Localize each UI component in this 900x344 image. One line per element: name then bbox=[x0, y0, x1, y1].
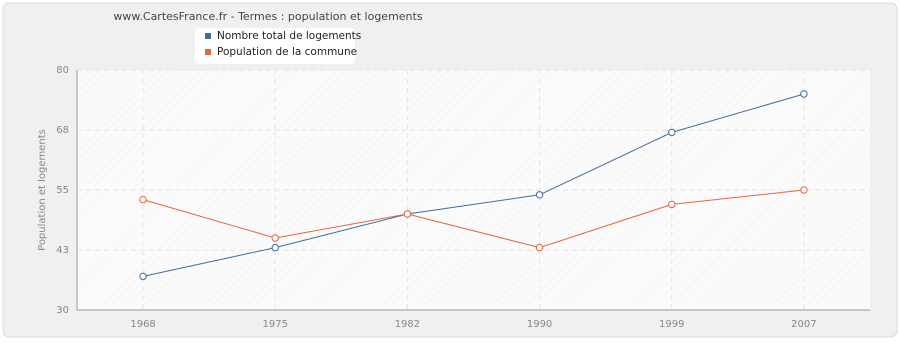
point bbox=[535, 243, 544, 252]
y-tick-label: 68 bbox=[56, 125, 69, 136]
point bbox=[139, 272, 147, 281]
point bbox=[271, 243, 279, 252]
series-line bbox=[142, 93, 805, 277]
legend-label: Nombre total de logements bbox=[217, 30, 361, 42]
x-tick-label: 1968 bbox=[130, 319, 155, 330]
legend-swatch bbox=[205, 33, 211, 39]
x-tick-label: 2007 bbox=[791, 319, 816, 330]
point bbox=[139, 195, 147, 204]
point bbox=[800, 90, 808, 98]
y-axis-label: Population et logements bbox=[37, 129, 48, 251]
y-tick-label: 55 bbox=[56, 185, 69, 196]
point bbox=[403, 210, 412, 218]
legend-label: Population de la commune bbox=[217, 46, 357, 58]
legend bbox=[195, 28, 355, 64]
x-tick-label: 1975 bbox=[263, 319, 288, 330]
x-tick-label: 1990 bbox=[527, 319, 552, 330]
y-tick-label: 80 bbox=[56, 65, 69, 76]
point bbox=[535, 191, 544, 199]
point bbox=[800, 186, 808, 194]
legend-swatch bbox=[205, 49, 211, 55]
x-tick-label: 1982 bbox=[395, 319, 420, 330]
point bbox=[271, 234, 279, 242]
point bbox=[668, 128, 676, 137]
point bbox=[668, 200, 676, 209]
y-tick-label: 43 bbox=[56, 245, 69, 256]
chart-title: www.CartesFrance.fr - Termes : populatio… bbox=[113, 10, 422, 23]
y-tick-label: 30 bbox=[56, 305, 69, 316]
x-tick-label: 1999 bbox=[659, 319, 684, 330]
series-line bbox=[142, 189, 804, 249]
